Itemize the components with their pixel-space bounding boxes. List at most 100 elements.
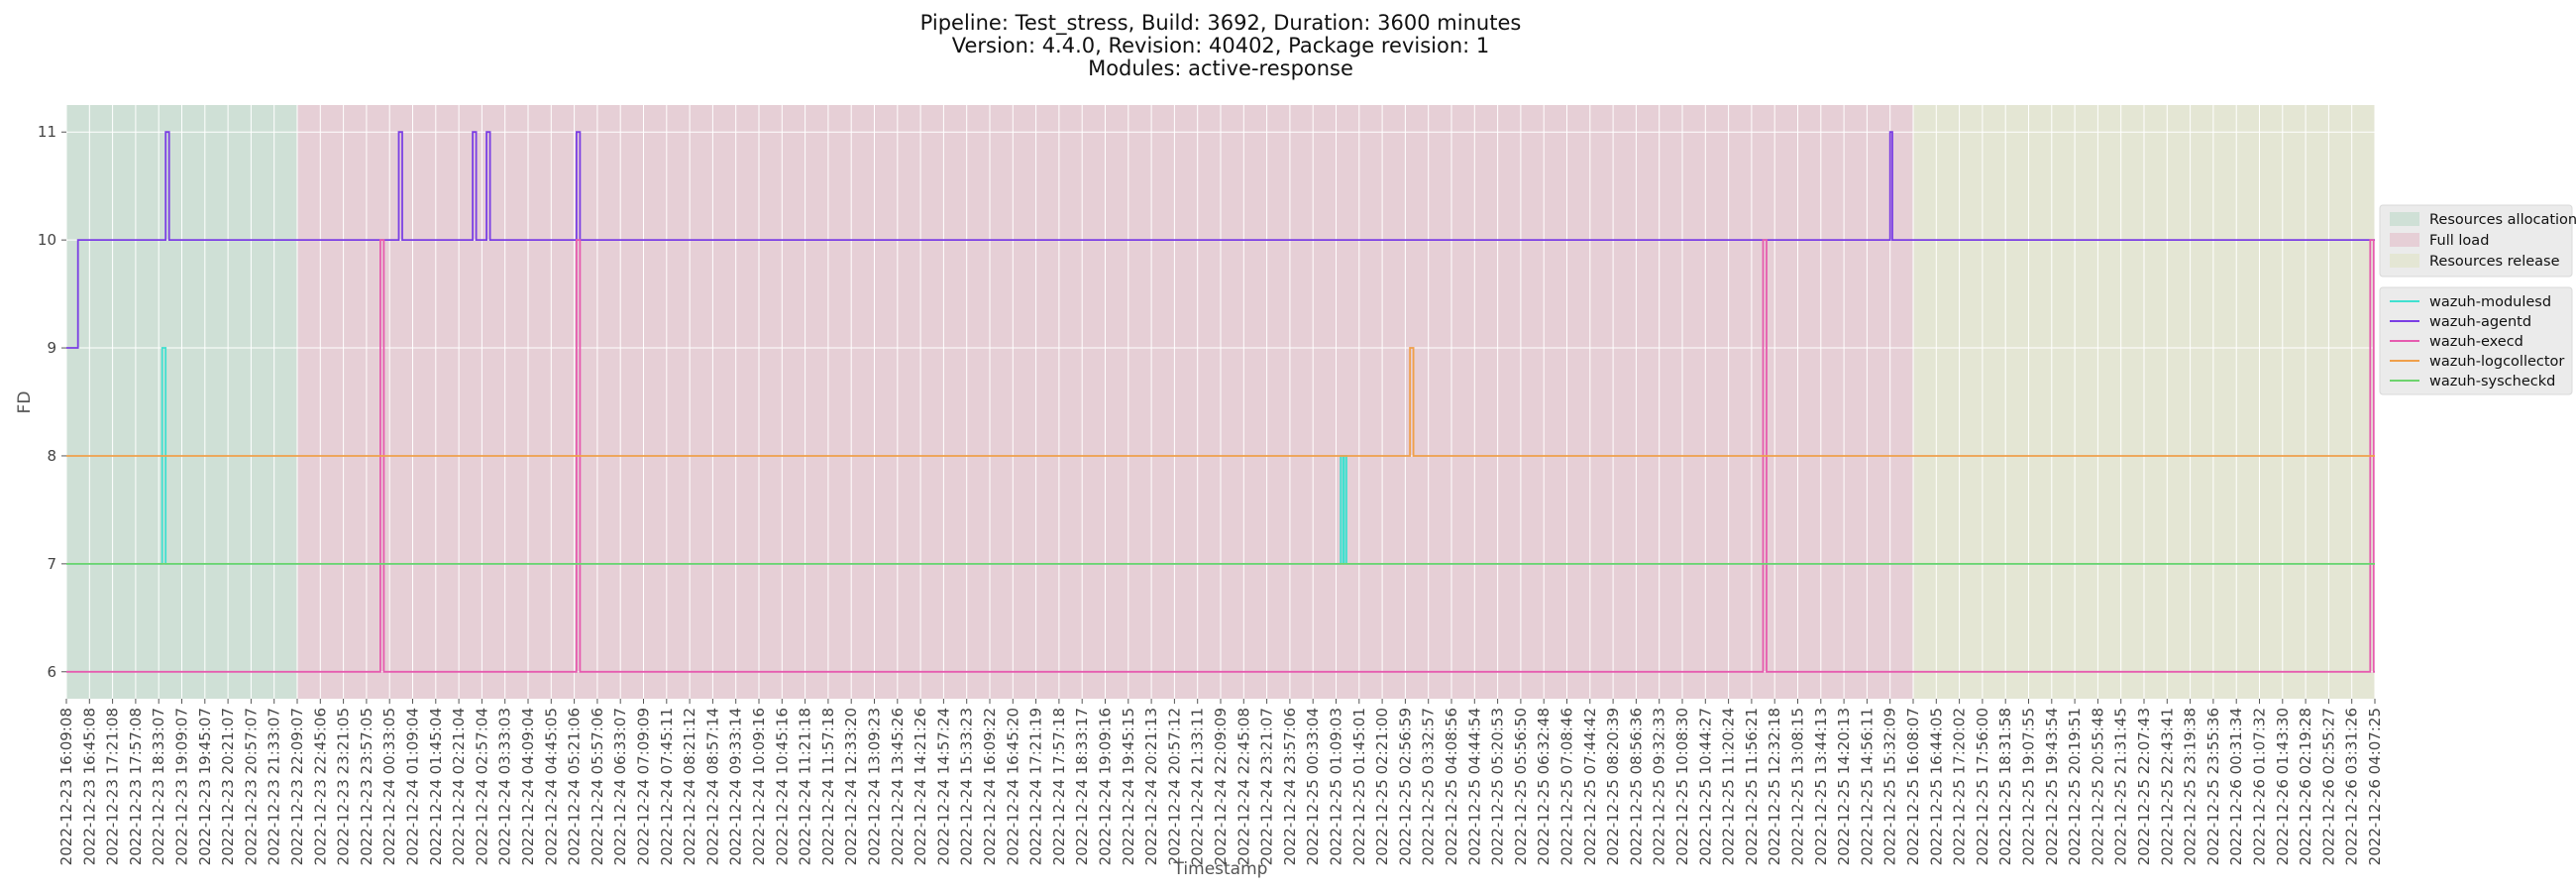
x-tick-label: 2022-12-24 08:21:12 — [681, 708, 698, 865]
x-tick-label: 2022-12-24 10:09:16 — [750, 708, 768, 865]
x-tick-label: 2022-12-24 22:09:09 — [1212, 708, 1230, 865]
x-tick-label: 2022-12-26 02:19:28 — [2297, 708, 2314, 865]
legend-phase-swatch — [2390, 212, 2419, 226]
legend-series-label: wazuh-logcollector — [2429, 354, 2564, 370]
x-tick-label: 2022-12-26 03:31:26 — [2343, 708, 2361, 865]
chart-title-line-2: Version: 4.4.0, Revision: 40402, Package… — [952, 34, 1490, 57]
x-tick-label: 2022-12-24 16:09:22 — [981, 708, 999, 865]
x-tick-label: 2022-12-25 09:32:33 — [1651, 708, 1668, 865]
y-tick-label: 7 — [47, 555, 56, 573]
x-tick-label: 2022-12-24 03:33:03 — [496, 708, 514, 865]
x-tick-label: 2022-12-25 05:56:50 — [1512, 708, 1530, 865]
x-tick-label: 2022-12-24 13:45:26 — [889, 708, 907, 865]
x-tick-label: 2022-12-24 11:21:18 — [797, 708, 814, 865]
x-tick-label: 2022-12-23 22:45:06 — [311, 708, 329, 865]
x-tick-label: 2022-12-24 05:57:06 — [589, 708, 606, 865]
x-tick-label: 2022-12-25 03:32:57 — [1420, 708, 1438, 865]
x-tick-label: 2022-12-25 02:56:59 — [1396, 708, 1414, 865]
y-tick-label: 9 — [47, 339, 56, 357]
x-tick-label: 2022-12-25 17:20:02 — [1951, 708, 1969, 865]
x-tick-label: 2022-12-25 10:44:27 — [1696, 708, 1714, 865]
series-lines — [66, 131, 2375, 673]
x-tick-label: 2022-12-26 02:55:27 — [2319, 708, 2337, 865]
legend-series-frame — [2379, 286, 2573, 395]
x-tick-label: 2022-12-25 04:08:56 — [1443, 708, 1460, 865]
x-tick-label: 2022-12-25 08:20:39 — [1604, 708, 1622, 865]
x-tick-label: 2022-12-23 22:09:07 — [288, 708, 306, 865]
x-tick-label: 2022-12-24 12:33:20 — [842, 708, 860, 865]
x-tick-label: 2022-12-25 01:45:01 — [1350, 708, 1368, 865]
x-tick-label: 2022-12-24 17:21:19 — [1027, 708, 1045, 865]
x-tick-label: 2022-12-25 11:20:24 — [1720, 708, 1738, 865]
x-tick-label: 2022-12-25 15:32:09 — [1881, 708, 1899, 865]
x-tick-label: 2022-12-23 20:21:07 — [219, 708, 237, 865]
x-tick-label: 2022-12-25 22:43:41 — [2158, 708, 2176, 865]
series-line-wazuh-logcollector — [66, 347, 2375, 457]
legend-phase-label: Resources release — [2429, 254, 2560, 270]
chart-title-line-3: Modules: active-response — [1088, 56, 1353, 80]
legend-series-label: wazuh-execd — [2429, 334, 2523, 350]
legend-series: wazuh-modulesd wazuh-agentd wazuh-execd waz… — [2379, 286, 2573, 395]
y-tick-label: 10 — [38, 231, 56, 249]
x-tick-label: 2022-12-23 19:45:07 — [196, 708, 214, 865]
x-tick-label: 2022-12-25 04:44:54 — [1465, 708, 1483, 865]
legend-phase-swatch — [2390, 233, 2419, 247]
x-tick-label: 2022-12-24 13:09:23 — [866, 708, 884, 865]
legend-phase-label: Resources allocation — [2429, 212, 2576, 228]
x-tick-label: 2022-12-26 00:31:34 — [2227, 708, 2245, 865]
x-tick-label: 2022-12-25 00:33:04 — [1304, 708, 1322, 865]
x-tick-label: 2022-12-24 00:33:05 — [380, 708, 398, 865]
x-tick-label: 2022-12-23 17:57:08 — [127, 708, 145, 865]
y-tick-label: 6 — [47, 663, 56, 681]
x-tick-label: 2022-12-24 08:57:14 — [703, 708, 721, 865]
x-tick-label: 2022-12-25 16:08:07 — [1904, 708, 1922, 865]
x-tick-label: 2022-12-25 01:09:03 — [1328, 708, 1345, 865]
legend-series-label: wazuh-agentd — [2429, 314, 2531, 330]
x-tick-label: 2022-12-24 07:45:11 — [658, 708, 676, 865]
x-tick-label: 2022-12-25 14:56:11 — [1858, 708, 1876, 865]
x-tick-label: 2022-12-24 20:21:13 — [1142, 708, 1160, 865]
x-tick-label: 2022-12-23 23:57:05 — [358, 708, 376, 865]
x-tick-label: 2022-12-24 04:09:04 — [519, 708, 537, 865]
x-tick-label: 2022-12-24 16:45:20 — [1004, 708, 1021, 865]
x-tick-label: 2022-12-26 01:43:30 — [2274, 708, 2292, 865]
x-tick-label: 2022-12-24 05:21:06 — [566, 708, 584, 865]
grid-lines — [65, 105, 2376, 699]
series-line-wazuh-execd — [66, 239, 2375, 673]
legend-series-label: wazuh-modulesd — [2429, 294, 2551, 310]
x-tick-label: 2022-12-24 11:57:18 — [819, 708, 837, 865]
x-tick-label: 2022-12-25 10:08:30 — [1673, 708, 1691, 865]
chart-title: Pipeline: Test_stress, Build: 3692, Dura… — [920, 11, 1522, 80]
x-tick-label: 2022-12-25 21:31:45 — [2112, 708, 2130, 865]
x-tick-label: 2022-12-25 16:44:05 — [1927, 708, 1945, 865]
x-tick-label: 2022-12-24 09:33:14 — [727, 708, 745, 865]
x-tick-label: 2022-12-24 04:45:05 — [542, 708, 560, 865]
x-tick-label: 2022-12-25 02:21:00 — [1373, 708, 1391, 865]
legend-phases-frame — [2379, 204, 2573, 278]
x-tick-label: 2022-12-24 20:57:12 — [1165, 708, 1183, 865]
x-tick-label: 2022-12-23 20:57:07 — [242, 708, 260, 865]
x-tick-label: 2022-12-23 18:33:07 — [150, 708, 167, 865]
legend-phase-label: Full load — [2429, 233, 2489, 249]
x-tick-label: 2022-12-25 14:20:13 — [1835, 708, 1853, 865]
y-tick-label: 11 — [38, 123, 56, 141]
x-tick-label: 2022-12-24 01:09:04 — [404, 708, 422, 865]
x-tick-label: 2022-12-25 23:55:36 — [2204, 708, 2222, 865]
series-line-wazuh-agentd — [66, 131, 2375, 349]
x-tick-label: 2022-12-24 02:21:04 — [450, 708, 468, 865]
x-tick-label: 2022-12-25 13:08:15 — [1789, 708, 1807, 865]
x-tick-label: 2022-12-25 19:43:54 — [2043, 708, 2061, 865]
x-tick-label: 2022-12-25 12:32:18 — [1766, 708, 1783, 865]
x-tick-label: 2022-12-24 07:09:09 — [635, 708, 653, 865]
x-tick-label: 2022-12-23 19:09:07 — [173, 708, 191, 865]
x-tick-label: 2022-12-24 14:21:26 — [912, 708, 929, 865]
x-tick-label: 2022-12-25 08:56:36 — [1627, 708, 1645, 865]
y-axis-label: FD — [15, 391, 35, 414]
x-tick-label: 2022-12-25 20:19:51 — [2066, 708, 2084, 865]
x-tick-label: 2022-12-24 02:57:04 — [473, 708, 490, 865]
x-tick-label: 2022-12-24 06:33:07 — [611, 708, 629, 865]
legend-phase-swatch — [2390, 254, 2419, 268]
x-tick-label: 2022-12-25 17:56:00 — [1974, 708, 1991, 865]
x-tick-label: 2022-12-25 11:56:21 — [1743, 708, 1761, 865]
